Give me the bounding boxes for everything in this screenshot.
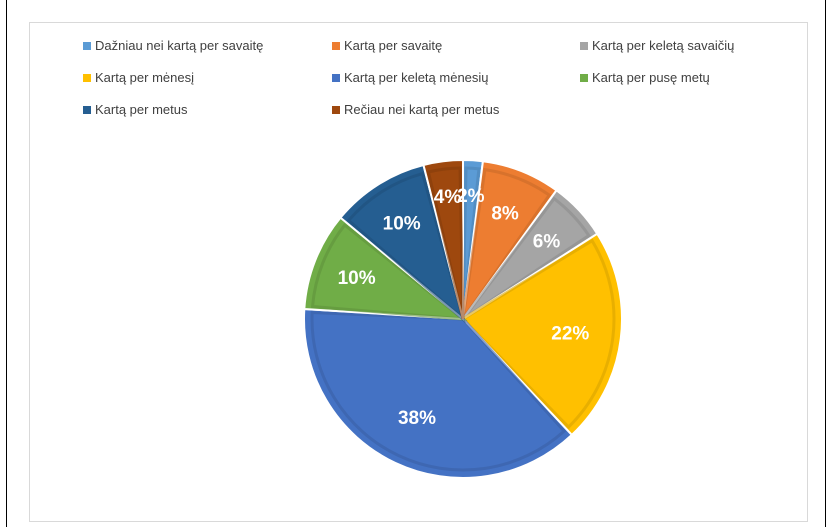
legend-swatch-3 <box>83 73 91 82</box>
pie-slice-edge-2 <box>461 196 591 321</box>
legend-item-2: Kartą per keletą savaičių <box>580 38 734 53</box>
legend-item-4: Kartą per keletą mėnesių <box>332 70 489 85</box>
pie-slice-edge-4 <box>310 310 567 472</box>
legend-label-2: Kartą per keletą savaičių <box>592 38 735 53</box>
right-border-line <box>825 0 826 527</box>
legend-label-5: Kartą per pusę metų <box>592 70 710 85</box>
legend-label-3: Kartą per mėnesį <box>95 70 194 85</box>
legend-item-1: Kartą per savaitę <box>332 38 442 53</box>
pie-slice-4 <box>302 307 574 479</box>
legend-item-0: Dažniau nei kartą per savaitę <box>83 38 263 53</box>
chart-area: Dažniau nei kartą per savaitę Kartą per … <box>29 22 808 522</box>
legend-swatch-7 <box>332 105 340 114</box>
pie-labels: 2% 8% 6% 22% 38% 10% 10% 4% <box>338 186 590 429</box>
legend-label-1: Kartą per savaitę <box>344 38 443 53</box>
data-label-7: 4% <box>434 187 462 208</box>
legend-label-0: Dažniau nei kartą per savaitę <box>95 38 264 53</box>
legend-item-5: Kartą per pusę metų <box>580 70 710 85</box>
legend-swatch-2 <box>580 41 588 50</box>
data-label-0: 2% <box>457 186 485 207</box>
legend-item-7: Rečiau nei kartą per metus <box>332 102 499 117</box>
legend-swatch-1 <box>332 41 340 50</box>
data-label-5: 10% <box>338 268 376 289</box>
legend-swatch-6 <box>83 105 91 114</box>
pie-slices <box>302 158 623 479</box>
legend-swatch-4 <box>332 73 340 82</box>
pie-slice-edge-5 <box>310 222 468 321</box>
pie-chart: 2% 8% 6% 22% 38% 10% 10% 4% <box>302 158 623 479</box>
pie-slice-3 <box>461 232 623 437</box>
pie-slice-5 <box>303 216 467 321</box>
data-label-1: 8% <box>491 204 519 225</box>
pie-slice-edge-3 <box>460 238 616 430</box>
legend-label-4: Kartą per keletą mėnesių <box>344 70 489 85</box>
pie-slice-edge-1 <box>461 167 552 320</box>
data-label-4: 38% <box>398 408 436 429</box>
legend-item-3: Kartą per mėnesį <box>83 70 194 85</box>
pie-slice-edge-6 <box>346 171 466 324</box>
legend-label-6: Kartą per metus <box>95 102 188 117</box>
data-label-3: 22% <box>551 324 589 345</box>
data-label-2: 6% <box>533 232 561 253</box>
pie-slice-edge-0 <box>461 166 481 320</box>
data-label-6: 10% <box>383 213 421 234</box>
legend-swatch-5 <box>580 73 588 82</box>
pie-slice-edge-7 <box>426 166 465 320</box>
left-border-line <box>6 0 7 527</box>
legend-label-7: Rečiau nei kartą per metus <box>344 102 500 117</box>
legend-item-6: Kartą per metus <box>83 102 188 117</box>
legend-swatch-0 <box>83 41 91 50</box>
